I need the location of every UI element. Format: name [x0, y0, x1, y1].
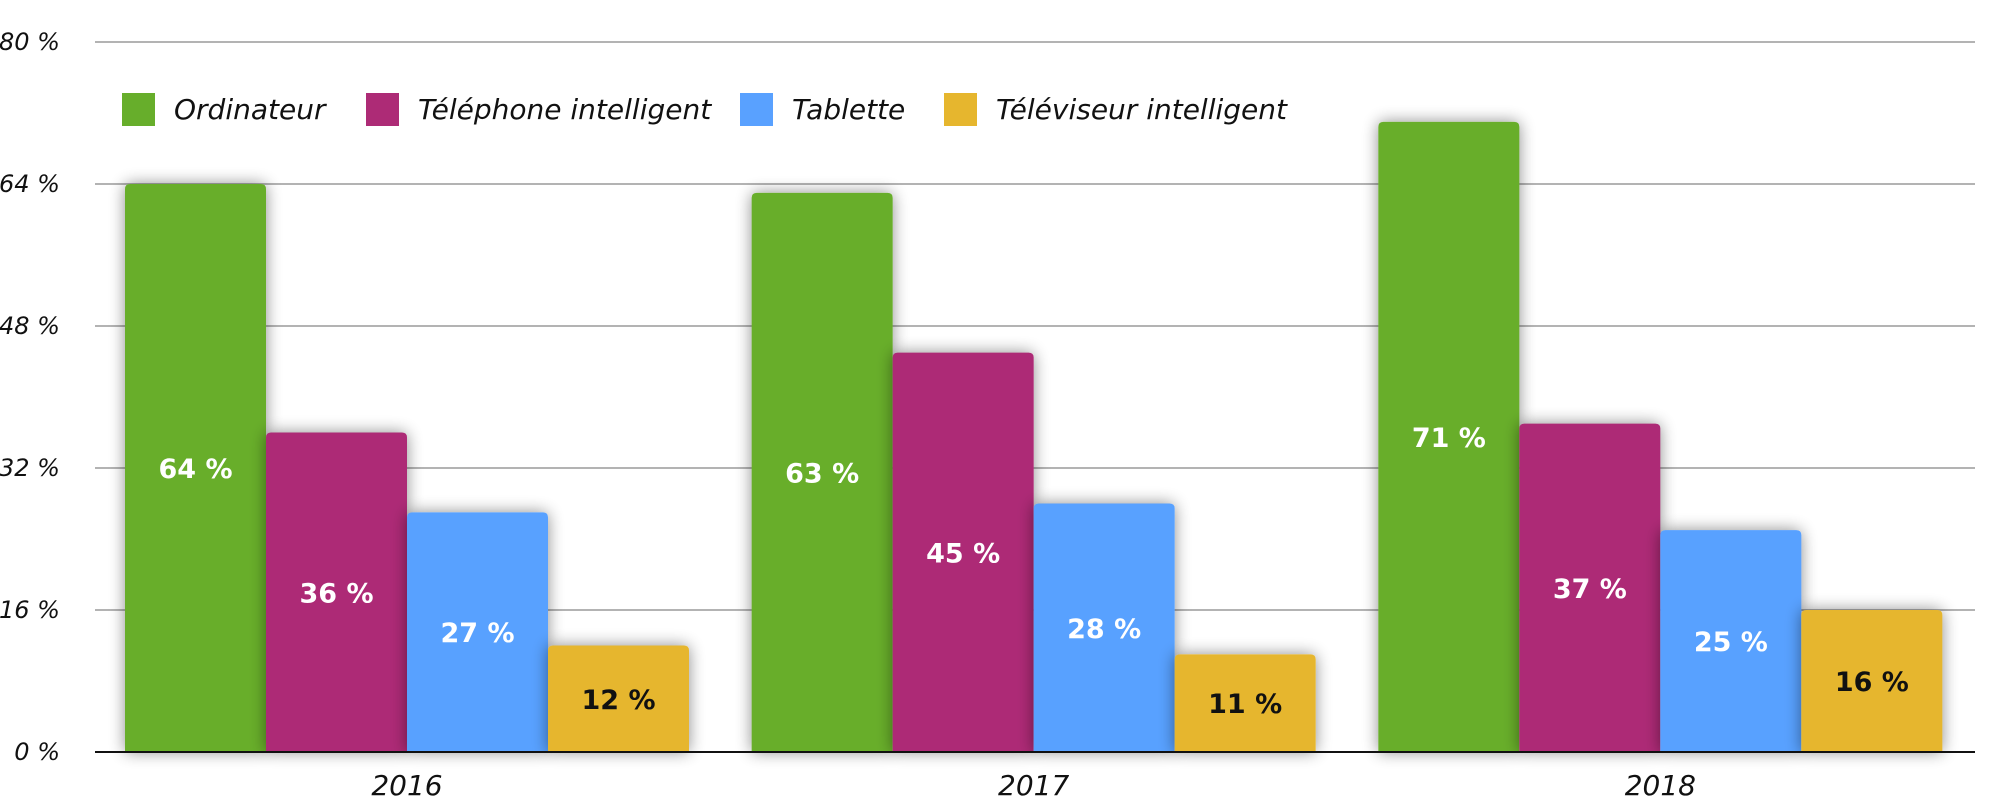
bars — [125, 121, 1943, 752]
legend-label: Téléphone intelligent — [418, 93, 712, 126]
legend-swatch — [366, 93, 399, 126]
y-tick-label: 48 % — [0, 312, 60, 340]
y-tick-label: 0 % — [14, 738, 60, 766]
legend-swatch — [740, 93, 773, 126]
y-tick-label: 80 % — [0, 28, 60, 56]
data-label: 11 % — [1208, 689, 1282, 720]
y-axis-ticks: 0 % 16 % 32 % 48 % 64 % 80 % — [0, 28, 60, 766]
bar-t-l-viseur-intelligent-2016 — [548, 645, 689, 752]
data-label: 71 % — [1412, 423, 1486, 454]
bar-ordinateur-2017 — [751, 192, 893, 752]
bar-t-l-viseur-intelligent-2017 — [1174, 654, 1316, 752]
x-axis: 2016 2017 2018 — [95, 751, 1975, 802]
y-tick-label: 16 % — [0, 596, 60, 624]
x-tick-label: 2016 — [371, 769, 442, 802]
data-label: 63 % — [785, 458, 859, 489]
bar-ordinateur-2016 — [125, 184, 266, 752]
bar-t-l-phone-intelligent-2016 — [266, 432, 407, 752]
data-label: 16 % — [1835, 667, 1909, 698]
legend-swatch — [122, 93, 155, 126]
x-tick-label: 2018 — [1625, 769, 1696, 802]
data-label: 45 % — [926, 538, 1000, 569]
bar-t-l-viseur-intelligent-2018 — [1801, 610, 1943, 752]
y-tick-label: 32 % — [0, 454, 60, 482]
data-label: 37 % — [1553, 574, 1627, 605]
legend-label: Tablette — [792, 93, 905, 126]
data-label: 28 % — [1067, 614, 1141, 645]
bar-tablette-2018 — [1660, 530, 1802, 752]
legend-swatch — [944, 93, 977, 126]
data-labels: 64 % 36 % 27 % 12 % 63 % 45 % 28 % 11 % 71 % 37 %… — [158, 423, 1908, 720]
bar-tablette-2016 — [407, 512, 548, 752]
x-tick-label: 2017 — [998, 769, 1069, 802]
legend: Ordinateur Téléphone intelligent Tablette T… — [122, 93, 1288, 126]
data-label: 25 % — [1694, 627, 1768, 658]
data-label: 27 % — [440, 618, 514, 649]
bar-tablette-2017 — [1033, 503, 1175, 752]
data-label: 12 % — [581, 685, 655, 716]
y-tick-label: 64 % — [0, 170, 60, 198]
legend-label: Téléviseur intelligent — [996, 93, 1288, 126]
bar-t-l-phone-intelligent-2017 — [892, 352, 1034, 752]
data-label: 36 % — [299, 578, 373, 609]
legend-label: Ordinateur — [174, 93, 327, 126]
bar-ordinateur-2018 — [1378, 121, 1520, 752]
data-label: 64 % — [158, 454, 232, 485]
bar-t-l-phone-intelligent-2018 — [1519, 423, 1661, 752]
